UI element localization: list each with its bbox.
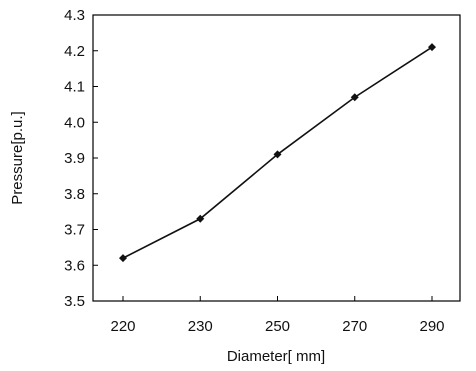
y-axis-title: Pressure[p.u.] xyxy=(9,111,26,204)
x-tick-label: 250 xyxy=(265,318,290,335)
plot-area-frame xyxy=(92,14,461,302)
data-point xyxy=(350,93,359,102)
y-tick-label: 4.1 xyxy=(64,79,85,96)
x-axis-title: Diameter[ mm] xyxy=(227,348,325,365)
x-tick-label: 290 xyxy=(419,318,444,335)
data-point xyxy=(196,214,205,223)
y-tick-label: 3.7 xyxy=(64,222,85,239)
x-axis: 220 230 250 270 290 xyxy=(110,296,445,335)
data-point xyxy=(273,150,282,159)
data-point xyxy=(119,254,127,263)
y-tick-label: 4.3 xyxy=(64,7,85,24)
x-tick-label: 270 xyxy=(342,318,367,335)
data-point xyxy=(428,43,436,52)
y-tick-label: 4.2 xyxy=(64,43,85,60)
y-tick-label: 3.6 xyxy=(64,257,85,274)
y-tick-label: 3.5 xyxy=(64,293,85,310)
y-tick-label: 4.0 xyxy=(64,114,85,131)
x-tick-label: 220 xyxy=(110,318,135,335)
y-axis: 3.5 3.6 3.7 3.8 3.9 4.0 4.1 4.2 4.3 xyxy=(64,7,98,310)
series-layer xyxy=(119,43,436,263)
y-tick-label: 3.8 xyxy=(64,186,85,203)
x-tick-label: 230 xyxy=(188,318,213,335)
y-tick-label: 3.9 xyxy=(64,150,85,167)
